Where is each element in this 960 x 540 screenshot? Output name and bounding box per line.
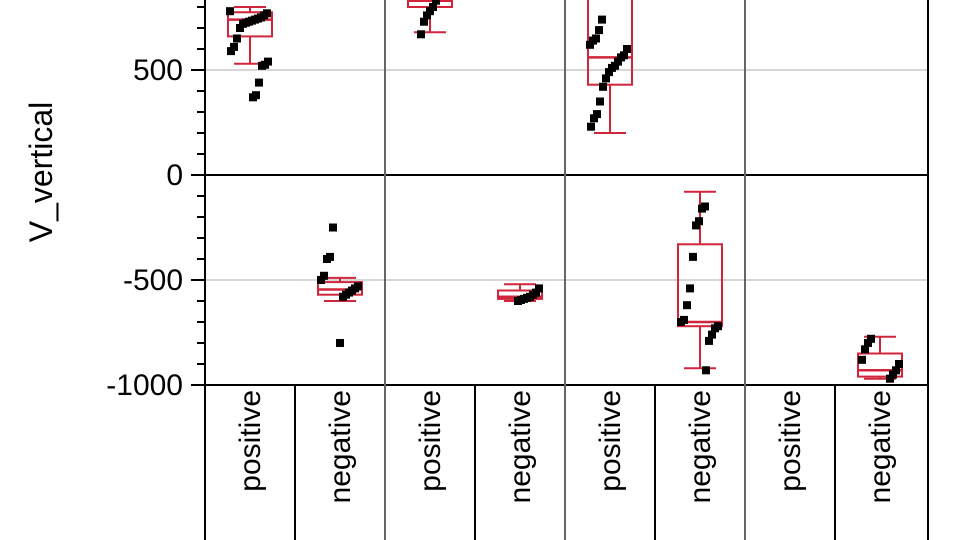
data-point	[708, 330, 716, 339]
data-point	[623, 45, 631, 53]
data-point	[420, 17, 428, 26]
chart-marks	[226, 0, 903, 383]
data-point	[432, 0, 440, 5]
data-point	[429, 3, 437, 11]
data-point	[255, 78, 263, 87]
data-point	[705, 336, 713, 345]
gridlines	[205, 69, 928, 281]
y-tick-label: 0	[166, 159, 183, 192]
box	[227, 11, 273, 38]
y-tick-label: 500	[133, 54, 183, 87]
data-point	[417, 30, 425, 39]
data-point	[886, 374, 894, 383]
category-label: negative	[504, 390, 537, 503]
category-label: negative	[864, 390, 897, 503]
data-point	[426, 7, 434, 16]
data-point	[320, 271, 328, 280]
plot-frame	[191, 0, 929, 540]
data-point	[329, 223, 337, 232]
data-point	[861, 345, 869, 354]
data-point	[617, 53, 625, 62]
data-point	[683, 301, 691, 310]
category-labels: positive negative positive negative positive…	[234, 390, 897, 503]
data-point	[689, 252, 697, 261]
y-tick-label: -500	[123, 264, 183, 297]
y-axis-title: V_vertical	[23, 102, 59, 243]
data-point	[692, 221, 700, 230]
data-point	[323, 255, 331, 263]
data-point	[589, 36, 597, 45]
y-tick-labels: 500 0 -500 -1000	[106, 54, 183, 402]
y-tick-label: -1000	[106, 369, 183, 402]
category-label: positive	[774, 390, 807, 492]
data-point	[864, 339, 872, 347]
data-point	[514, 297, 522, 305]
data-point	[230, 42, 238, 51]
data-point	[711, 324, 719, 333]
category-label: negative	[324, 390, 357, 503]
data-point	[698, 204, 706, 213]
data-point	[608, 63, 616, 72]
data-point	[605, 68, 613, 77]
data-point	[586, 40, 594, 49]
category-label: negative	[684, 390, 717, 503]
data-point	[867, 334, 875, 343]
data-point	[227, 47, 235, 56]
data-point	[423, 11, 431, 20]
data-point	[249, 93, 257, 102]
data-point	[233, 34, 241, 43]
data-point	[317, 276, 325, 284]
data-point	[596, 97, 604, 106]
data-point	[236, 24, 244, 32]
data-point	[614, 57, 622, 66]
box	[677, 243, 723, 328]
data-point	[598, 15, 606, 24]
data-point	[587, 122, 595, 131]
data-point	[858, 355, 866, 364]
data-point	[599, 82, 607, 91]
data-point	[595, 26, 603, 35]
data-point	[602, 74, 610, 83]
data-point	[889, 370, 897, 379]
data-point	[239, 19, 247, 28]
data-point	[686, 284, 694, 293]
data-point	[336, 339, 344, 347]
data-point	[590, 114, 598, 123]
category-label: positive	[414, 390, 447, 492]
data-point	[535, 284, 543, 293]
data-point	[702, 366, 710, 375]
category-label: positive	[234, 390, 267, 492]
data-point	[226, 7, 234, 16]
data-point	[892, 366, 900, 375]
data-point	[677, 318, 685, 326]
data-point	[593, 110, 601, 119]
data-point	[339, 292, 347, 301]
data-point	[258, 61, 266, 70]
data-point	[895, 360, 903, 368]
data-point	[695, 217, 703, 226]
category-label: positive	[594, 390, 627, 492]
